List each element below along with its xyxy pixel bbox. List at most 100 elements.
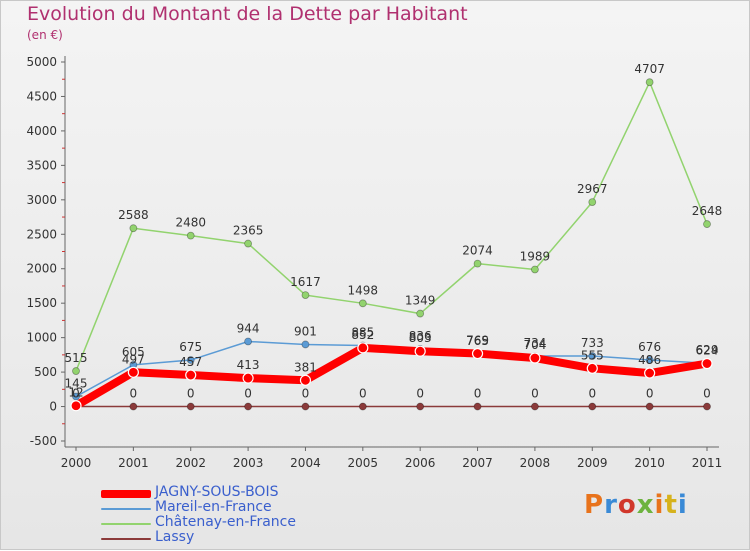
data-point bbox=[473, 259, 482, 268]
legend-label: Mareil-en-France bbox=[155, 499, 272, 515]
data-point bbox=[645, 402, 654, 411]
data-point bbox=[186, 356, 195, 364]
x-tick-label: 2011 bbox=[692, 456, 723, 470]
data-label: 852 bbox=[351, 328, 374, 342]
legend-label: Lassy bbox=[155, 529, 195, 545]
legend-swatch bbox=[101, 538, 151, 540]
data-label: 0 bbox=[588, 387, 596, 401]
data-point bbox=[645, 78, 654, 87]
x-tick-label: 2007 bbox=[462, 456, 493, 470]
legend-label: JAGNY-SOUS-BOIS bbox=[155, 484, 279, 500]
y-tick-label: 3000 bbox=[26, 193, 57, 207]
logo-letter: t bbox=[664, 490, 678, 520]
data-label: 836 bbox=[409, 329, 432, 343]
data-point bbox=[531, 402, 539, 411]
data-label: 675 bbox=[179, 340, 202, 354]
proxiti-logo: Proxiti bbox=[584, 490, 688, 520]
data-label: 0 bbox=[474, 387, 482, 401]
x-tick-label: 2008 bbox=[520, 456, 551, 470]
data-label: 555 bbox=[581, 348, 604, 362]
data-label: 2588 bbox=[118, 208, 149, 222]
x-tick-label: 2009 bbox=[577, 456, 608, 470]
data-label: 0 bbox=[646, 387, 654, 401]
series-line-0 bbox=[72, 343, 711, 410]
logo-letter: o bbox=[617, 490, 637, 520]
data-point bbox=[244, 337, 252, 346]
data-label: 803 bbox=[409, 331, 432, 345]
legend-swatch bbox=[101, 490, 151, 498]
legend-label: Châtenay-en-France bbox=[155, 514, 296, 530]
data-point bbox=[588, 402, 597, 411]
data-label: 2480 bbox=[175, 216, 206, 230]
y-tick-label: 500 bbox=[34, 365, 57, 379]
y-tick-label: -500 bbox=[30, 434, 57, 448]
data-label: 497 bbox=[122, 352, 145, 366]
data-point bbox=[185, 369, 197, 381]
logo-letter: r bbox=[604, 490, 618, 520]
y-tick-label: 2500 bbox=[26, 227, 57, 241]
data-point bbox=[127, 366, 139, 378]
data-point bbox=[531, 265, 539, 274]
data-label: 733 bbox=[581, 336, 604, 350]
legend-swatch bbox=[101, 523, 151, 525]
data-label: 4707 bbox=[634, 62, 665, 76]
x-tick-label: 2002 bbox=[175, 456, 206, 470]
data-label: 0 bbox=[703, 387, 711, 401]
data-point bbox=[244, 402, 252, 411]
data-label: 944 bbox=[237, 321, 260, 335]
y-tick-label: 1000 bbox=[26, 331, 57, 345]
data-label: 704 bbox=[523, 338, 546, 352]
data-label: 0 bbox=[416, 387, 424, 401]
y-tick-label: 2000 bbox=[26, 262, 57, 276]
data-point bbox=[244, 239, 252, 248]
data-point bbox=[301, 291, 310, 300]
data-label: 676 bbox=[638, 340, 661, 354]
data-point bbox=[529, 352, 541, 364]
x-tick-label: 2006 bbox=[405, 456, 436, 470]
data-label: 734 bbox=[523, 336, 546, 350]
data-point bbox=[414, 345, 426, 357]
legend-swatch bbox=[101, 508, 151, 510]
data-point bbox=[701, 357, 713, 370]
data-point bbox=[473, 402, 482, 411]
data-point bbox=[703, 220, 711, 228]
data-label: 0 bbox=[359, 387, 367, 401]
data-label: 2648 bbox=[692, 204, 723, 218]
data-label: 901 bbox=[294, 324, 317, 338]
data-point bbox=[644, 367, 656, 379]
data-label: 1498 bbox=[348, 283, 379, 297]
y-tick-label: 1500 bbox=[26, 296, 57, 310]
x-tick-label: 2004 bbox=[290, 456, 321, 470]
series-line-2 bbox=[75, 81, 708, 372]
x-tick-label: 2005 bbox=[348, 456, 379, 470]
y-tick-label: 0 bbox=[49, 400, 57, 414]
data-point bbox=[588, 352, 597, 360]
x-tick-label: 2003 bbox=[233, 456, 264, 470]
y-tick-label: 4500 bbox=[26, 89, 57, 103]
data-point bbox=[358, 299, 367, 308]
data-point bbox=[357, 342, 369, 354]
data-label: 624 bbox=[696, 344, 719, 358]
data-label: 2365 bbox=[233, 224, 264, 238]
data-point bbox=[416, 309, 425, 318]
data-point bbox=[703, 402, 711, 411]
data-label: 2074 bbox=[462, 244, 493, 258]
data-point bbox=[301, 402, 310, 411]
data-label: 12 bbox=[68, 386, 83, 400]
chart-title: Evolution du Montant de la Dette par Hab… bbox=[27, 3, 468, 25]
data-label: 0 bbox=[244, 387, 252, 401]
data-label: 515 bbox=[65, 351, 88, 365]
data-point bbox=[358, 402, 367, 411]
data-point bbox=[129, 402, 138, 411]
data-label: 629 bbox=[696, 343, 719, 357]
data-point bbox=[588, 198, 597, 206]
data-label: 1617 bbox=[290, 275, 321, 289]
data-label: 486 bbox=[638, 353, 661, 367]
data-point bbox=[129, 224, 138, 233]
chart-subtitle: (en €) bbox=[27, 28, 63, 42]
data-point bbox=[186, 402, 195, 411]
y-tick-label: 4000 bbox=[26, 124, 57, 138]
data-label: 457 bbox=[179, 355, 202, 369]
